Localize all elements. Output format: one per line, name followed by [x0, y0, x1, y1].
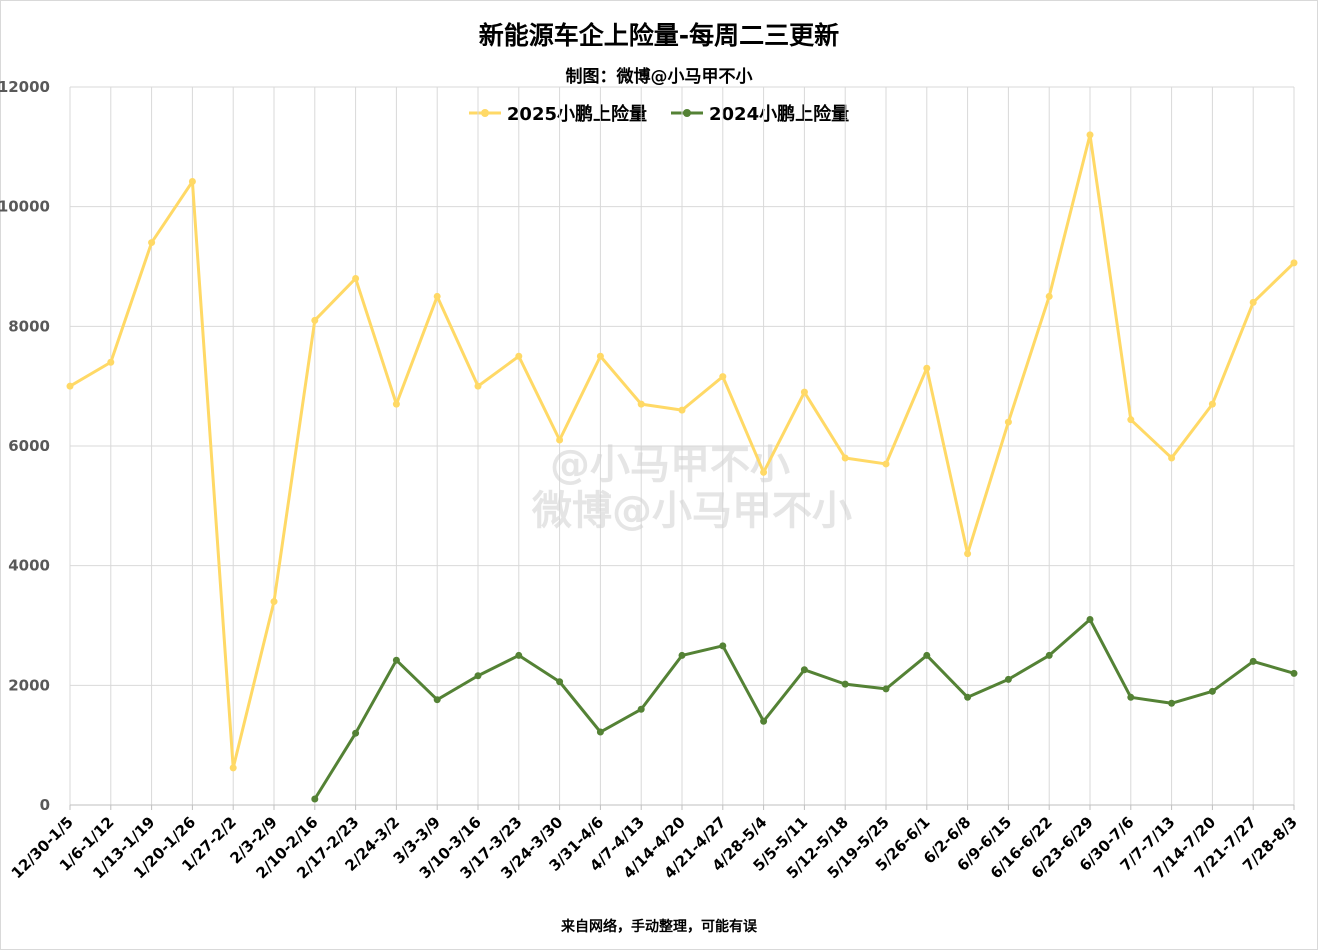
- data-point: [1249, 298, 1257, 306]
- data-point: [1290, 259, 1298, 267]
- series-1: [311, 616, 1298, 803]
- y-tick-label: 2000: [8, 676, 50, 694]
- data-point: [1045, 651, 1053, 659]
- data-point: [515, 651, 523, 659]
- data-point: [1290, 669, 1298, 677]
- legend-item-2025: 2025小鹏上险量: [468, 100, 647, 126]
- data-point: [800, 388, 808, 396]
- y-tick-label: 8000: [8, 317, 50, 335]
- data-point: [760, 468, 768, 476]
- y-tick-label: 0: [40, 796, 50, 814]
- data-point: [1127, 416, 1135, 424]
- data-point: [66, 382, 74, 390]
- y-tick-label: 6000: [8, 437, 50, 455]
- y-tick-label: 12000: [0, 78, 50, 96]
- grid: [69, 86, 1295, 806]
- footer-note: 来自网络，手动整理，可能有误: [561, 919, 757, 935]
- data-point: [474, 672, 482, 680]
- legend-marker-2024: [671, 109, 703, 117]
- data-point: [556, 436, 564, 444]
- data-point: [392, 656, 400, 664]
- data-point: [719, 642, 727, 650]
- data-point: [964, 693, 972, 701]
- data-point: [841, 680, 849, 688]
- data-point: [148, 239, 156, 247]
- watermark: @小马甲不小 微博@小马甲不小: [531, 442, 852, 534]
- data-point: [1004, 418, 1012, 426]
- data-point: [392, 400, 400, 408]
- legend: 2025小鹏上险量 2024小鹏上险量: [0, 100, 1318, 126]
- data-point: [1086, 616, 1094, 624]
- data-point: [1208, 687, 1216, 695]
- data-point: [800, 666, 808, 674]
- data-point: [678, 406, 686, 414]
- data-point: [596, 352, 604, 360]
- data-point: [270, 598, 278, 606]
- data-point: [515, 352, 523, 360]
- data-point: [311, 795, 319, 803]
- data-point: [882, 685, 890, 693]
- data-point: [1127, 693, 1135, 701]
- watermark-line1: @小马甲不小: [550, 442, 790, 488]
- legend-marker-2025: [468, 109, 501, 117]
- data-point: [1168, 699, 1176, 707]
- y-tick-label: 10000: [0, 198, 50, 216]
- data-point: [1045, 292, 1053, 300]
- data-point: [1004, 675, 1012, 683]
- data-point: [964, 550, 972, 558]
- data-point: [311, 316, 319, 324]
- data-point: [637, 705, 645, 713]
- data-point: [433, 696, 441, 704]
- data-point: [1249, 657, 1257, 665]
- data-point: [556, 678, 564, 686]
- watermark-line2: 微博@小马甲不小: [531, 488, 852, 534]
- data-point: [352, 729, 360, 737]
- data-point: [760, 717, 768, 725]
- data-point: [1208, 400, 1216, 408]
- data-point: [433, 292, 441, 300]
- chart-subtitle: 制图：微博@小马甲不小: [565, 67, 753, 87]
- data-point: [923, 651, 931, 659]
- data-point: [882, 460, 890, 468]
- series-0: [66, 131, 1298, 772]
- data-point: [637, 400, 645, 408]
- data-point: [678, 651, 686, 659]
- data-point: [1168, 454, 1176, 462]
- data-point: [841, 454, 849, 462]
- data-point: [719, 373, 727, 381]
- data-point: [352, 274, 360, 282]
- data-point: [107, 358, 115, 366]
- data-point: [188, 178, 196, 186]
- data-point: [474, 382, 482, 390]
- legend-label-2025: 2025小鹏上险量: [506, 104, 647, 125]
- legend-label-2024: 2024小鹏上险量: [709, 104, 850, 125]
- data-point: [1086, 131, 1094, 139]
- data-point: [596, 728, 604, 736]
- legend-item-2024: 2024小鹏上险量: [671, 100, 849, 126]
- data-point: [923, 364, 931, 372]
- chart-title: 新能源车企上险量-每周二三更新: [478, 21, 840, 50]
- y-tick-label: 4000: [8, 557, 50, 575]
- data-point: [229, 764, 237, 772]
- series-layer: [66, 131, 1298, 803]
